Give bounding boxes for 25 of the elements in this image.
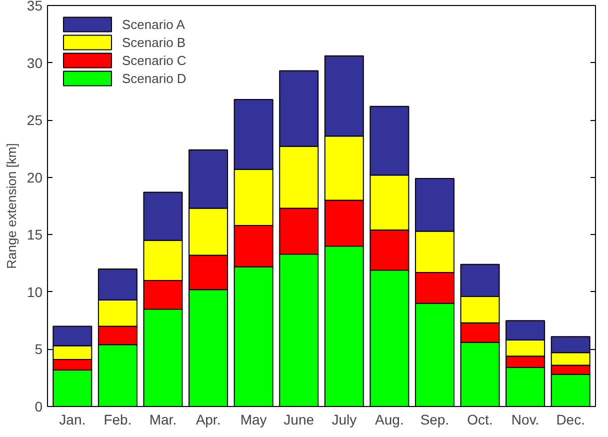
x-tick-label: Oct. — [467, 412, 493, 428]
y-tick-label: 15 — [26, 226, 43, 243]
y-tick-label: 5 — [34, 341, 43, 358]
y-axis-title: Range extension [km] — [4, 143, 19, 269]
y-tick-label: 20 — [26, 169, 43, 186]
y-tick-label: 35 — [26, 0, 43, 14]
x-tick-label: Jan. — [59, 412, 86, 428]
legend-label: Scenario A — [122, 16, 185, 32]
x-tick-label: Nov. — [511, 412, 540, 428]
x-tick-label: Sep. — [420, 412, 450, 428]
y-tick-label: 25 — [26, 112, 43, 128]
legend-label: Scenario B — [122, 34, 186, 50]
y-tick-label: 0 — [34, 398, 43, 414]
y-tick-label: 30 — [26, 54, 43, 71]
x-tick-label: June — [284, 412, 314, 428]
x-tick-label: Aug. — [375, 412, 404, 428]
legend-label: Scenario D — [122, 70, 186, 86]
x-tick-label: Apr. — [196, 412, 221, 428]
x-tick-label: Feb. — [104, 412, 132, 428]
x-tick-label: May — [240, 412, 267, 428]
legend-label: Scenario C — [122, 52, 186, 68]
x-tick-label: July — [332, 412, 357, 428]
y-tick-label: 10 — [26, 284, 43, 300]
x-tick-label: Dec. — [556, 412, 585, 428]
x-tick-label: Mar. — [149, 412, 177, 428]
